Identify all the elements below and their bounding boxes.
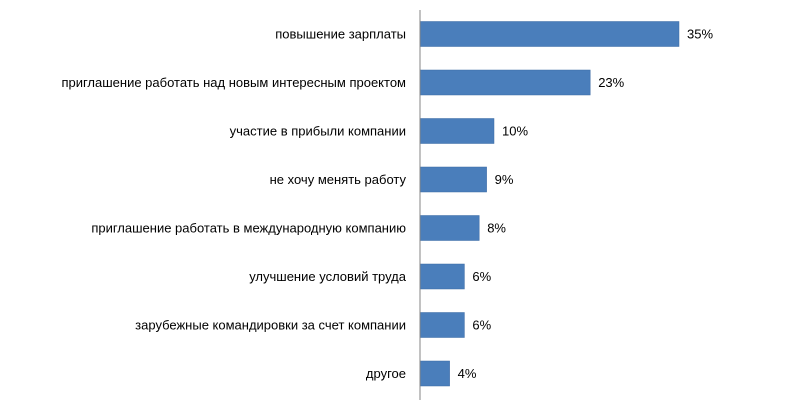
bar-7: [419, 360, 450, 387]
value-label-5: 6%: [472, 269, 491, 284]
value-label-3: 9%: [495, 172, 514, 187]
bar-2: [419, 118, 495, 144]
value-label-7: 4%: [458, 366, 477, 381]
value-label-0: 35%: [687, 27, 713, 42]
category-label-0: повышение зарплаты: [275, 27, 406, 42]
value-label-4: 8%: [487, 221, 506, 236]
bar-3: [419, 166, 487, 193]
value-label-6: 6%: [472, 318, 491, 333]
category-label-6: зарубежные командировки за счет компании: [135, 318, 406, 333]
bar-1: [419, 69, 591, 96]
category-labels: повышение зарплаты приглашение работать н…: [61, 27, 406, 382]
value-label-1: 23%: [598, 75, 624, 90]
bar-6: [419, 312, 465, 338]
category-label-5: улучшение условий труда: [249, 269, 407, 284]
category-label-3: не хочу менять работу: [270, 172, 407, 187]
category-label-4: приглашение работать в международную ком…: [91, 221, 406, 236]
category-label-7: другое: [366, 366, 406, 381]
value-label-2: 10%: [502, 124, 528, 139]
category-label-1: приглашение работать над новым интересны…: [61, 75, 406, 90]
bar-5: [419, 263, 465, 290]
bar-0: [419, 21, 680, 47]
value-labels: 35% 23% 10% 9% 8% 6% 6% 4%: [458, 27, 714, 382]
category-label-2: участие в прибыли компании: [230, 124, 406, 139]
bar-4: [419, 215, 480, 241]
bars-group: [419, 21, 680, 387]
